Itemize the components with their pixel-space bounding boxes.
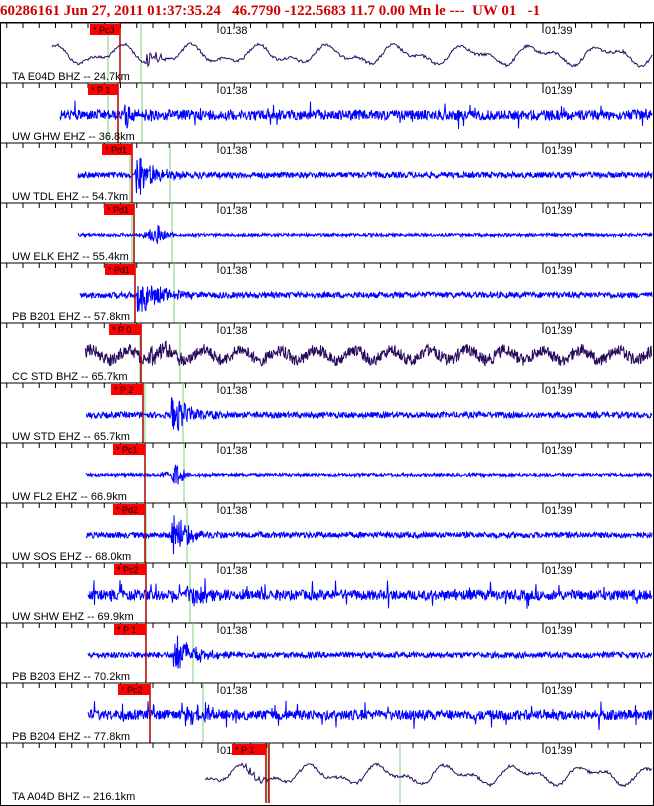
- time-label: 01:38: [220, 325, 248, 337]
- pick-label: * P 1: [235, 745, 254, 755]
- waveform-trace: [87, 700, 653, 731]
- waveform-trace: [51, 42, 653, 68]
- station-label: PB B204 EHZ -- 77.8km: [12, 731, 130, 743]
- station-label: UW GHW EHZ -- 36.8km: [12, 131, 135, 143]
- time-label: 01:38: [220, 385, 248, 397]
- waveform-trace: [87, 635, 653, 669]
- waveform-trace: [79, 285, 653, 312]
- waveform-trace: [77, 225, 653, 244]
- pick-label: * Pd2: [116, 505, 138, 515]
- pick-marker[interactable]: [90, 24, 120, 35]
- waveform-trace: [85, 464, 653, 485]
- station-label: CC STD BHZ -- 65.7km: [12, 371, 128, 383]
- pick-label: * Pc3: [93, 25, 115, 35]
- waveform-trace: [59, 100, 653, 130]
- time-label: 01:39: [545, 145, 573, 157]
- time-label: 01:38: [220, 145, 248, 157]
- time-label: 01:39: [545, 625, 573, 637]
- time-label: 01:38: [220, 685, 248, 697]
- time-label: 01:38: [220, 205, 248, 217]
- time-label: 01:39: [545, 205, 573, 217]
- station-label: UW TDL EHZ -- 54.7km: [12, 191, 128, 203]
- pick-marker[interactable]: [105, 264, 135, 275]
- time-label: 01:38: [220, 505, 248, 517]
- time-label: 01:38: [220, 25, 248, 37]
- time-label: 01:38: [220, 625, 248, 637]
- pick-marker[interactable]: [118, 684, 150, 695]
- event-header: 60286161 Jun 27, 2011 01:37:35.24 46.779…: [0, 3, 541, 19]
- pick-label: * Pd1: [105, 145, 127, 155]
- station-label: UW ELK EHZ -- 55.4km: [12, 251, 129, 263]
- time-label: 01:39: [545, 385, 573, 397]
- time-label: 01:39: [545, 685, 573, 697]
- pick-label: * Pd1: [107, 205, 129, 215]
- time-label: 01:39: [545, 325, 573, 337]
- pick-label: * P 1: [117, 625, 136, 635]
- time-label: 01:38: [220, 565, 248, 577]
- waveform-trace: [84, 340, 653, 367]
- time-label: 01:39: [545, 745, 573, 757]
- pick-marker[interactable]: [113, 444, 145, 455]
- pick-marker[interactable]: [114, 564, 146, 575]
- time-label: 01:39: [545, 445, 573, 457]
- station-label: UW FL2 EHZ -- 66.9km: [12, 491, 127, 503]
- time-label: 01:39: [545, 265, 573, 277]
- pick-label: * P 2: [114, 385, 133, 395]
- time-label: 01:38: [220, 445, 248, 457]
- pick-marker[interactable]: [232, 744, 266, 755]
- waveform-trace: [85, 515, 653, 555]
- pick-marker[interactable]: [114, 624, 146, 635]
- time-label: 01:39: [545, 25, 573, 37]
- station-label: TA E04D BHZ -- 24.7km: [12, 71, 130, 83]
- station-label: TA A04D BHZ -- 216.1km: [12, 791, 135, 803]
- time-label: 01:38: [220, 85, 248, 97]
- pick-label: * Pd1: [108, 265, 130, 275]
- waveform-trace: [77, 157, 653, 195]
- pick-marker[interactable]: [109, 324, 141, 335]
- station-label: UW SOS EHZ -- 68.0km: [12, 551, 131, 563]
- pick-label: * P 1: [91, 85, 110, 95]
- pick-label: * Pc1: [116, 445, 138, 455]
- pick-marker[interactable]: [104, 204, 134, 215]
- pick-marker[interactable]: [102, 144, 132, 155]
- waveform-trace: [204, 762, 653, 788]
- time-label: 01:39: [545, 505, 573, 517]
- pick-marker[interactable]: [111, 384, 143, 395]
- time-label: 01:38: [220, 265, 248, 277]
- station-label: UW SHW EHZ -- 69.9km: [12, 611, 134, 623]
- time-label: 01:39: [545, 85, 573, 97]
- station-label: PB B203 EHZ -- 70.2km: [12, 671, 130, 683]
- waveform-trace: [87, 578, 653, 609]
- station-label: UW STD EHZ -- 65.7km: [12, 431, 130, 443]
- pick-label: * Pc2: [117, 565, 139, 575]
- waveform-trace: [85, 397, 653, 431]
- time-label: 01:39: [545, 565, 573, 577]
- station-label: PB B201 EHZ -- 57.8km: [12, 311, 130, 323]
- pick-marker[interactable]: [113, 504, 145, 515]
- pick-label: * Pc2: [121, 685, 143, 695]
- pick-marker[interactable]: [88, 84, 118, 95]
- pick-label: * P 0: [112, 325, 131, 335]
